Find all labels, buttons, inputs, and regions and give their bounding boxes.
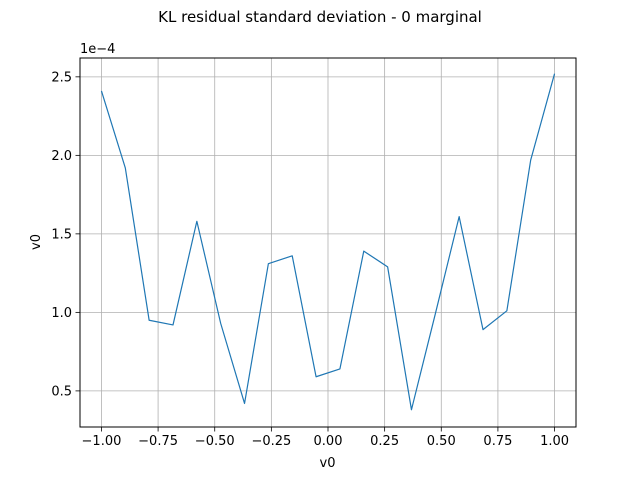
x-tick-label: −0.75 [138, 434, 178, 449]
series-layer [100, 73, 556, 411]
y-tick-label: 1.0 [51, 306, 72, 321]
chart-title: KL residual standard deviation - 0 margi… [158, 8, 482, 26]
x-tick-label: 1.00 [540, 434, 569, 449]
y-tick-label: 2.0 [51, 149, 72, 164]
y-tick-label: 2.5 [51, 70, 72, 85]
y-axis: 0.5 1.0 1.5 2.0 2.5 [51, 70, 80, 399]
x-tick-label: 0.50 [427, 434, 456, 449]
y-axis-label: v0 [29, 234, 44, 250]
y-tick-label: 0.5 [51, 384, 72, 399]
x-axis-label: v0 [320, 456, 336, 471]
x-tick-label: 0.25 [370, 434, 399, 449]
x-tick-label: 0.75 [483, 434, 512, 449]
x-tick-label: −0.25 [251, 434, 291, 449]
y-axis-offset-label: 1e−4 [80, 42, 115, 57]
series-line [100, 73, 556, 411]
x-tick-label: −1.00 [82, 434, 122, 449]
grid [80, 58, 576, 427]
x-tick-label: 0.00 [314, 434, 343, 449]
x-tick-label: −0.50 [195, 434, 235, 449]
y-tick-label: 1.5 [51, 227, 72, 242]
x-axis: −1.00 −0.75 −0.50 −0.25 0.00 0.25 0.50 0.75 1.00 [82, 427, 569, 449]
